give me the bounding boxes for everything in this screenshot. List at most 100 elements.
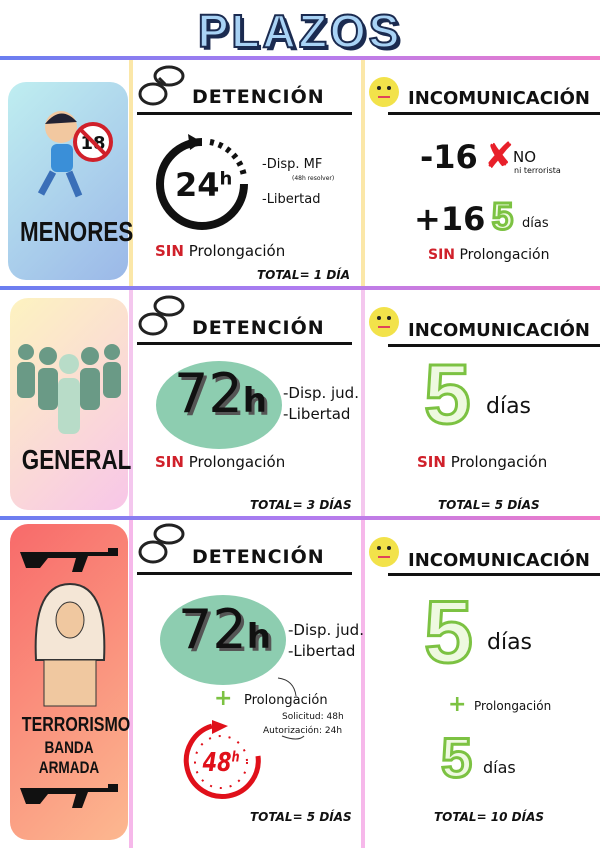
heading-underline <box>137 572 352 575</box>
crowd-icon <box>17 344 121 434</box>
terrorist-figure-icon <box>34 582 106 707</box>
divider <box>129 290 133 516</box>
divider <box>0 286 600 290</box>
sin-label: SIN <box>155 453 184 471</box>
option-item: -Libertad <box>262 192 321 207</box>
category-label-2: BANDA ARMADA <box>38 738 100 777</box>
page-title: PLAZOS <box>197 4 403 58</box>
days-label: días <box>483 758 516 777</box>
under-16-label: -16 <box>420 138 478 176</box>
hours-unit: h <box>246 617 271 657</box>
divider <box>361 520 365 848</box>
red-clock-arrow-icon <box>183 720 261 799</box>
prolongation-label: Prolongación <box>188 453 286 471</box>
days-number: 5 <box>490 195 514 240</box>
detention-hours: 72h <box>174 362 267 425</box>
zipped-mouth-face-icon <box>369 77 399 107</box>
divider <box>0 516 600 520</box>
hours-unit: h <box>219 168 233 190</box>
divider <box>129 520 133 848</box>
handcuffs-icon <box>138 523 185 564</box>
days-label: días <box>487 630 533 655</box>
prolongation-text: SIN Prolongación <box>155 453 285 471</box>
divider <box>0 56 600 60</box>
prolongation-text: SIN Prolongación <box>428 247 550 263</box>
zipped-mouth-face-icon <box>369 307 399 337</box>
category-card-terrorismo: TERRORISMO BANDA ARMADA <box>10 524 131 840</box>
prolongation-text: SIN Prolongación <box>155 242 285 260</box>
extension-value: 48 <box>202 748 232 778</box>
detention-hours: 24h <box>175 166 232 204</box>
hours-oval <box>160 595 286 685</box>
rifle-icon <box>20 548 118 572</box>
handcuffs-icon <box>138 65 185 106</box>
total-label: TOTAL= 1 DÍA <box>257 268 351 282</box>
prolongation-label: Prolongación <box>474 699 552 713</box>
days-number: 5 <box>423 347 473 441</box>
detention-hours: 72h <box>178 598 271 661</box>
prolongation-label: Prolongación <box>459 247 550 263</box>
days-number: 5 <box>423 582 475 681</box>
authorization-label: Autorización: 24h <box>263 726 343 736</box>
child-running-no-18-icon: 18 <box>37 111 113 198</box>
plus-icon: + <box>214 686 233 711</box>
category-label: TERRORISMO <box>21 714 131 736</box>
extension-hours: 48h <box>203 748 240 778</box>
days-label: días <box>486 394 532 419</box>
over-16-label: +16 <box>414 200 486 238</box>
hours-value: 24 <box>175 166 220 204</box>
total-label: TOTAL= 5 DÍAS <box>438 498 540 512</box>
option-item: -Disp. jud. <box>288 621 364 639</box>
request-label: Solicitud: 48h <box>282 712 344 722</box>
sin-label: SIN <box>155 242 184 260</box>
prolongation-label: Prolongación <box>244 693 328 708</box>
sin-label: SIN <box>428 247 456 263</box>
category-card-menores: 18 MENORES <box>8 82 134 280</box>
heading-underline <box>137 112 352 115</box>
total-label: TOTAL= 3 DÍAS <box>250 498 352 512</box>
prolongation-text: SIN Prolongación <box>417 453 547 471</box>
handcuffs-icon <box>138 295 185 336</box>
cross-icon: ✘ <box>484 136 515 177</box>
option-item: -Disp. jud. <box>283 384 359 402</box>
hours-value: 72 <box>178 598 247 661</box>
total-label: TOTAL= 5 DÍAS <box>250 810 352 824</box>
heading-underline <box>137 342 352 345</box>
days-number: 5 <box>439 726 473 789</box>
section-heading: DETENCIÓN <box>192 317 325 339</box>
clock-arrow-icon <box>156 134 248 230</box>
divider <box>361 60 365 286</box>
option-item: -Libertad <box>288 642 356 660</box>
divider <box>129 60 133 286</box>
section-heading: INCOMUNICACIÓN <box>408 320 590 341</box>
days-label: días <box>522 216 549 231</box>
category-card-general: GENERAL <box>10 298 132 510</box>
heading-underline <box>388 344 600 347</box>
option-item: -Libertad <box>283 405 351 423</box>
hours-value: 72 <box>174 362 243 425</box>
section-heading: DETENCIÓN <box>192 546 325 568</box>
option-item: -Disp. MF <box>262 157 323 172</box>
prolongation-label: Prolongación <box>450 453 548 471</box>
divider <box>361 290 365 516</box>
total-label: TOTAL= 10 DÍAS <box>434 810 545 824</box>
sin-label: SIN <box>417 453 446 471</box>
heading-underline <box>388 573 600 576</box>
hours-unit: h <box>242 381 267 421</box>
hours-oval <box>156 361 282 449</box>
no-label: NO <box>513 148 537 166</box>
plus-icon: + <box>448 692 467 717</box>
heading-underline <box>388 112 600 115</box>
section-heading: DETENCIÓN <box>192 86 325 108</box>
prolongation-label: Prolongación <box>188 242 286 260</box>
rifle-icon <box>20 784 118 808</box>
no-sub-label: ni terrorista <box>514 166 561 175</box>
section-heading: INCOMUNICACIÓN <box>408 88 590 109</box>
category-label: MENORES <box>20 216 134 247</box>
category-label: GENERAL <box>21 444 132 475</box>
zipped-mouth-face-icon <box>369 537 399 567</box>
curved-arrows-icon <box>277 677 305 740</box>
section-heading: INCOMUNICACIÓN <box>408 550 590 571</box>
extension-unit: h <box>231 749 240 766</box>
option-note: (48h resolver) <box>292 175 335 182</box>
